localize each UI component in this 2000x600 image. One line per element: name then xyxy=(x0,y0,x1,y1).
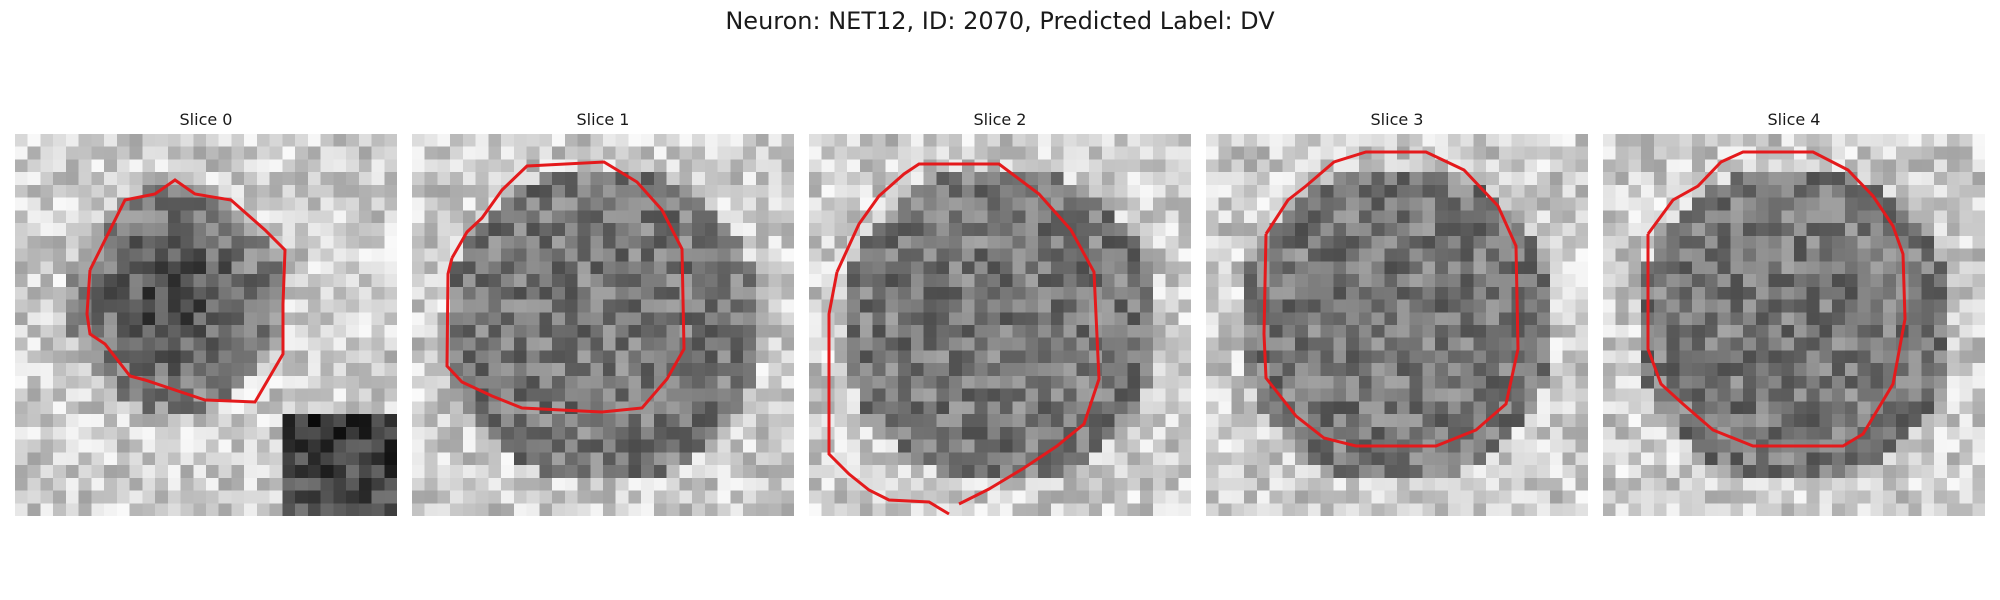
slice-panel-3: Slice 3 xyxy=(1206,108,1588,516)
slice-panel-4: Slice 4 xyxy=(1603,108,1985,516)
figure-title: Neuron: NET12, ID: 2070, Predicted Label… xyxy=(725,7,1275,35)
slice-title: Slice 1 xyxy=(576,110,630,129)
slice-image xyxy=(15,134,397,516)
roi-contour xyxy=(827,162,1101,516)
slice-title: Slice 2 xyxy=(973,110,1027,129)
slice-image xyxy=(1206,134,1588,516)
roi-contour xyxy=(1646,150,1907,448)
slice-panel-0: Slice 0 xyxy=(15,108,397,516)
roi-contour xyxy=(85,178,287,404)
slice-panel-2: Slice 2 xyxy=(809,108,1191,516)
slice-image xyxy=(809,134,1191,516)
roi-contour xyxy=(445,160,686,414)
roi-contour xyxy=(1262,150,1520,448)
slice-title: Slice 0 xyxy=(179,110,233,129)
slice-title: Slice 3 xyxy=(1370,110,1424,129)
slice-image xyxy=(412,134,794,516)
slice-panel-1: Slice 1 xyxy=(412,108,794,516)
slice-title: Slice 4 xyxy=(1767,110,1821,129)
slice-image xyxy=(1603,134,1985,516)
